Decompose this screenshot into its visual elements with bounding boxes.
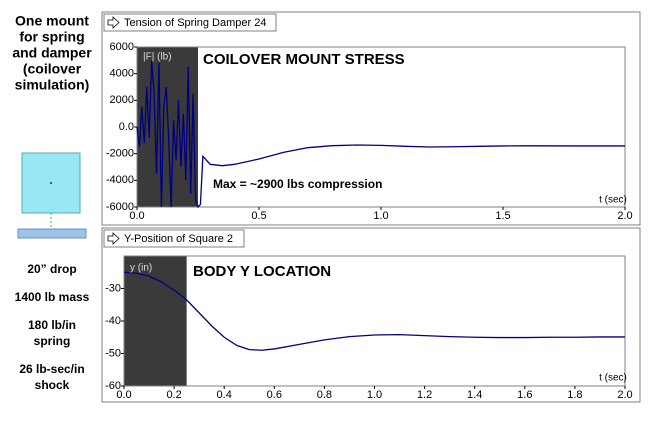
- highlight-region: [124, 256, 187, 386]
- chart-window: [101, 227, 641, 403]
- y-tick-label: -30: [105, 282, 121, 294]
- spec-text: 1400 lb mass: [15, 290, 90, 304]
- y-axis-label: y (in): [130, 263, 152, 274]
- x-axis-label: t (sec): [599, 373, 627, 384]
- y-tick-label: 0.0: [119, 121, 134, 133]
- spec-text: 180 lb/in: [28, 318, 76, 332]
- annotation: BODY Y LOCATION: [193, 263, 331, 280]
- annotation: COILOVER MOUNT STRESS: [203, 51, 405, 68]
- spec-text: 26 lb-sec/in: [19, 362, 84, 376]
- annotation: Max = ~2900 lbs compression: [213, 177, 382, 191]
- tab-arrow: [107, 16, 120, 29]
- sidebar-heading: simulation): [15, 77, 90, 93]
- x-tick-label: 2.0: [617, 210, 632, 222]
- x-tick-label: 0.2: [166, 389, 181, 401]
- x-tick-label: 1.0: [373, 210, 388, 222]
- x-tick-label: 1.0: [367, 389, 382, 401]
- x-tick-label: 0.0: [116, 389, 131, 401]
- x-axis-label: t (sec): [599, 195, 627, 206]
- sidebar-heading: (coilover: [23, 61, 82, 77]
- title-tab: [103, 229, 245, 248]
- spec-text: shock: [35, 378, 70, 392]
- sidebar-heading: One mount: [15, 13, 89, 29]
- spec-text: spring: [34, 334, 71, 348]
- x-tick-label: 0.5: [251, 210, 266, 222]
- chart-title: Tension of Spring Damper 24: [124, 17, 266, 29]
- y-axis-label: |F| (lb): [143, 52, 172, 63]
- tab-arrow: [107, 232, 120, 245]
- chart-title: Y-Position of Square 2: [124, 233, 233, 245]
- title-tab: [103, 13, 277, 32]
- x-tick-label: 0.0: [129, 210, 144, 222]
- y-tick-label: -40: [105, 315, 121, 327]
- y-tick-label: 4000: [110, 68, 134, 80]
- x-tick-label: 0.4: [217, 389, 232, 401]
- sidebar-heading: for spring: [19, 29, 84, 45]
- x-tick-label: 0.8: [317, 389, 332, 401]
- y-tick-label: -50: [105, 347, 121, 359]
- spec-text: 20” drop: [27, 262, 76, 276]
- y-tick-label: -6000: [106, 201, 134, 213]
- x-tick-label: 1.8: [567, 389, 582, 401]
- x-tick-label: 1.6: [517, 389, 532, 401]
- sidebar-heading: and damper: [12, 45, 92, 61]
- mass-center: [49, 181, 53, 185]
- x-tick-label: 0.6: [267, 389, 282, 401]
- sidebar: [17, 152, 87, 239]
- y-tick-label: -2000: [106, 148, 134, 160]
- x-tick-label: 1.2: [417, 389, 432, 401]
- y-tick-label: -60: [105, 380, 121, 392]
- ground-plate: [17, 228, 87, 239]
- y-tick-label: 2000: [110, 94, 134, 106]
- y-tick-label: -4000: [106, 174, 134, 186]
- data-line: [123, 271, 625, 351]
- y-tick-label: 6000: [110, 41, 134, 53]
- x-tick-label: 1.5: [495, 210, 510, 222]
- data-line: [136, 60, 625, 209]
- x-tick-label: 2.0: [617, 389, 632, 401]
- x-tick-label: 1.4: [467, 389, 482, 401]
